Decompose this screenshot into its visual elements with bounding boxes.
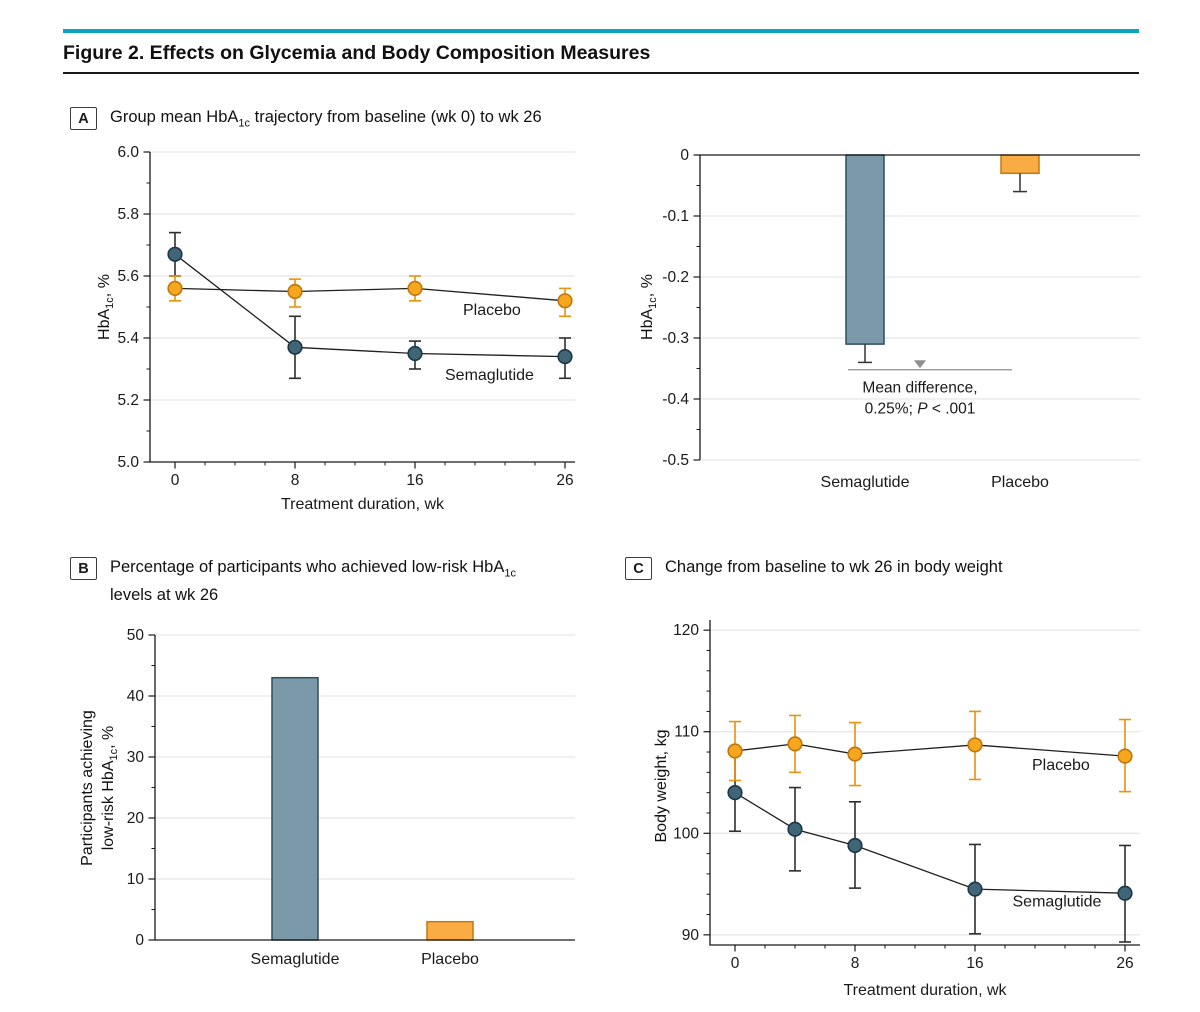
svg-text:Semaglutide: Semaglutide <box>1013 893 1102 910</box>
panel-a-title: Group mean HbA1c trajectory from baselin… <box>110 106 542 134</box>
chart-body-weight: 90 100 110 120 0 8 16 26 Treatment duration, wk S… <box>673 620 1140 999</box>
svg-text:120: 120 <box>673 622 699 639</box>
svg-text:Semaglutide: Semaglutide <box>445 367 534 384</box>
chart-low-risk-achievers: 0 10 20 30 40 50 Semaglutide Placebo <box>127 627 575 968</box>
svg-text:100: 100 <box>673 825 699 842</box>
panel-c-title: Change from baseline to wk 26 in body we… <box>665 556 1003 584</box>
svg-text:8: 8 <box>851 955 860 972</box>
panel-c-header: C Change from baseline to wk 26 in body … <box>625 556 1003 584</box>
svg-text:0: 0 <box>680 147 689 164</box>
panel-b-title-pre: Percentage of participants who achieved … <box>110 558 505 576</box>
svg-text:Mean difference,: Mean difference, <box>862 380 977 397</box>
svg-text:Placebo: Placebo <box>421 951 479 968</box>
svg-text:90: 90 <box>682 927 700 944</box>
svg-text:5.4: 5.4 <box>117 330 139 347</box>
svg-text:-0.4: -0.4 <box>662 391 689 408</box>
svg-text:-0.2: -0.2 <box>662 269 689 286</box>
accent-rule <box>63 29 1139 33</box>
panel-b-title-line2: levels at wk 26 <box>110 586 219 605</box>
svg-text:5.2: 5.2 <box>117 392 139 409</box>
svg-text:110: 110 <box>674 724 699 741</box>
svg-text:16: 16 <box>966 955 983 972</box>
svg-text:-0.3: -0.3 <box>662 330 689 347</box>
svg-text:Placebo: Placebo <box>1032 757 1090 774</box>
svg-text:30: 30 <box>127 749 145 766</box>
panel-c-label: C <box>625 557 652 580</box>
svg-text:5.8: 5.8 <box>117 206 139 223</box>
panel-a-header: A Group mean HbA1c trajectory from basel… <box>70 106 542 134</box>
svg-text:40: 40 <box>127 688 145 705</box>
panel-b-header: B Percentage of participants who achieve… <box>70 556 516 606</box>
panel-c-title-pre: Change from baseline to wk 26 in body we… <box>665 558 1003 576</box>
panel-a-title-post: trajectory from baseline (wk 0) to wk 26 <box>250 108 542 126</box>
svg-text:0: 0 <box>171 472 180 489</box>
svg-text:20: 20 <box>127 810 145 827</box>
svg-text:Semaglutide: Semaglutide <box>251 951 340 968</box>
svg-text:0: 0 <box>731 955 740 972</box>
title-rule <box>63 72 1139 74</box>
svg-text:16: 16 <box>406 472 423 489</box>
svg-text:-0.1: -0.1 <box>662 208 689 225</box>
svg-text:5.6: 5.6 <box>117 268 139 285</box>
svg-text:0: 0 <box>135 932 144 949</box>
svg-text:Treatment duration, wk: Treatment duration, wk <box>281 496 445 513</box>
panel-a-label: A <box>70 107 97 130</box>
svg-text:5.0: 5.0 <box>117 454 139 471</box>
panel-b-title-sub: 1c <box>504 567 516 580</box>
chart-hba1c-change: 0 -0.1 -0.2 -0.3 -0.4 -0.5 Semaglutide Placebo M… <box>662 147 1140 491</box>
svg-text:-0.5: -0.5 <box>662 452 689 469</box>
panel-b-label: B <box>70 557 97 580</box>
svg-text:0.25%; P < .001: 0.25%; P < .001 <box>865 401 976 418</box>
svg-text:10: 10 <box>127 871 145 888</box>
svg-text:50: 50 <box>127 627 145 644</box>
svg-text:26: 26 <box>1116 955 1133 972</box>
chart-hba1c-trajectory: 5.0 5.2 5.4 5.6 5.8 6.0 0 8 16 26 Treatment durati… <box>117 144 575 513</box>
svg-text:Placebo: Placebo <box>463 302 521 319</box>
svg-text:26: 26 <box>556 472 573 489</box>
panel-a-title-pre: Group mean HbA <box>110 108 239 126</box>
figure-title: Figure 2. Effects on Glycemia and Body C… <box>63 42 651 64</box>
svg-text:6.0: 6.0 <box>117 144 139 161</box>
svg-text:Semaglutide: Semaglutide <box>821 474 910 491</box>
panel-b-title: Percentage of participants who achieved … <box>110 556 516 606</box>
svg-text:Treatment duration, wk: Treatment duration, wk <box>843 982 1007 999</box>
panel-a-title-sub: 1c <box>238 117 251 130</box>
svg-text:Placebo: Placebo <box>991 474 1049 491</box>
svg-text:8: 8 <box>291 472 300 489</box>
